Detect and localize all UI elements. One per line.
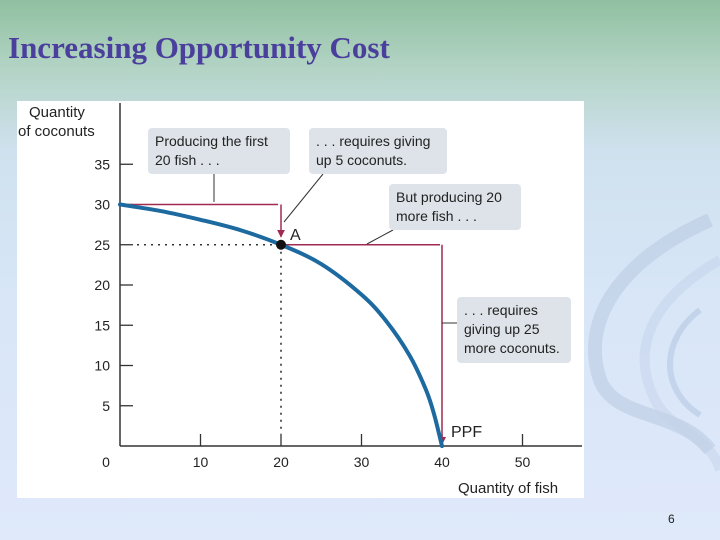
y-tick-label: 15 <box>94 317 110 333</box>
x-tick-label: 10 <box>193 454 209 470</box>
y-tick-label: 5 <box>102 398 110 414</box>
callout-box <box>457 297 571 363</box>
ppf-series-label: PPF <box>451 424 482 441</box>
origin-label: 0 <box>102 454 110 470</box>
y-axis-label: of coconuts <box>18 123 95 140</box>
decorative-swirl <box>588 213 720 472</box>
callout-box <box>389 184 521 230</box>
page-number: 6 <box>668 512 675 526</box>
ppf-curve <box>118 202 444 448</box>
callout-leader-line <box>283 173 324 223</box>
callout-text-line: But producing 20 <box>396 189 502 205</box>
x-axis-label: Quantity of fish <box>458 480 558 497</box>
figure-panel: 5 10 15 20 25 30 35 10 20 30 40 50 0 Quantity of cocon… <box>17 101 584 498</box>
y-tick-label: 10 <box>94 358 110 374</box>
callout-text-line: giving up 25 <box>464 321 540 337</box>
callout-leader-line <box>366 229 394 245</box>
callout-text-line: . . . requires giving <box>316 133 430 149</box>
callout-text-line: more fish . . . <box>396 208 477 224</box>
x-tick-label: 40 <box>434 454 450 470</box>
slide-title: Increasing Opportunity Cost <box>8 30 390 65</box>
x-tick-label: 20 <box>273 454 289 470</box>
x-tick-label: 50 <box>515 454 531 470</box>
callout-text-line: more coconuts. <box>464 340 560 356</box>
y-tick-label: 20 <box>94 277 110 293</box>
callout-text-line: 20 fish . . . <box>155 152 220 168</box>
y-axis-label: Quantity <box>29 104 85 121</box>
callout-text-line: up 5 coconuts. <box>316 152 407 168</box>
y-tick-label: 35 <box>94 156 110 172</box>
callout-text-line: Producing the first <box>155 133 268 149</box>
y-tick-label: 30 <box>94 197 110 213</box>
callout-box <box>309 128 447 174</box>
callout-text-line: . . . requires <box>464 302 538 318</box>
point-a-marker <box>276 239 286 250</box>
y-tick-label: 25 <box>94 237 110 253</box>
point-a-label: A <box>290 227 301 244</box>
ppf-chart: 5 10 15 20 25 30 35 10 20 30 40 50 0 Quantity of cocon… <box>18 103 582 497</box>
callout-box <box>148 128 290 174</box>
x-tick-label: 30 <box>354 454 370 470</box>
